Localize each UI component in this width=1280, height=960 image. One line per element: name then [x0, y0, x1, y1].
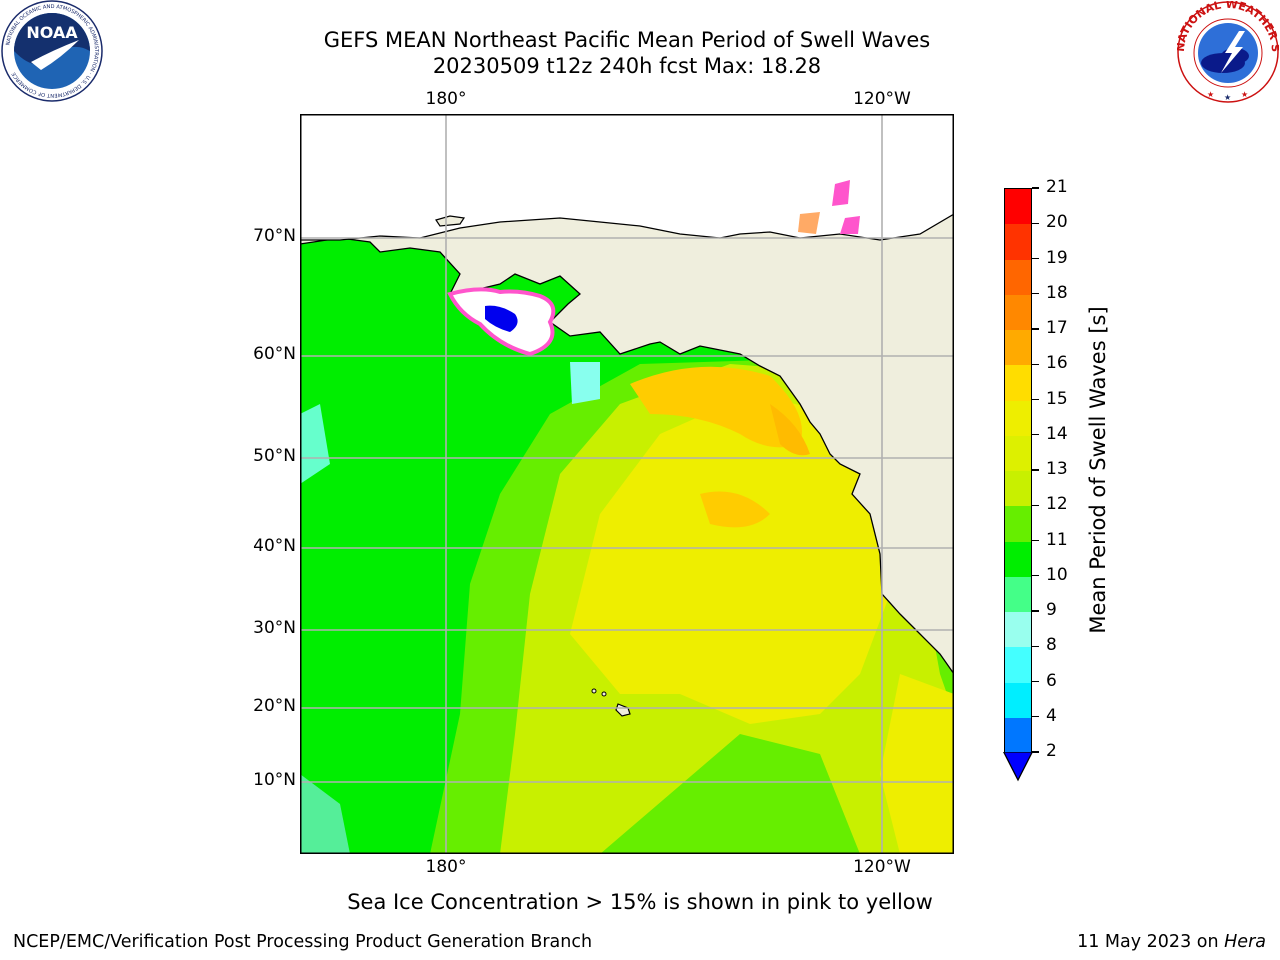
- colorbar-level: [1005, 189, 1031, 225]
- colorbar-tick-mark: [1032, 610, 1039, 612]
- colorbar-tick-mark: [1032, 680, 1039, 683]
- colorbar-tick-mark: [1032, 504, 1039, 506]
- colorbar-tick-label: 10: [1046, 564, 1068, 585]
- colorbar-tick-mark: [1032, 363, 1039, 365]
- colorbar-tick-label: 19: [1046, 247, 1068, 268]
- colorbar-tick-mark: [1032, 257, 1039, 260]
- colorbar-level: [1005, 224, 1031, 260]
- colorbar-level: [1005, 259, 1031, 296]
- swell-zone-yellow-se: [880, 674, 954, 854]
- footer-host: Hera: [1224, 932, 1266, 952]
- colorbar-level: [1005, 294, 1031, 331]
- colorbar-title: Mean Period of Swell Waves [s]: [1086, 306, 1110, 634]
- arctic-ocean: [300, 114, 954, 241]
- colorbar-tick-mark: [1032, 716, 1039, 718]
- colorbar-tick-label: 14: [1046, 423, 1068, 444]
- colorbar-level: [1005, 612, 1031, 648]
- footer-date: 11 May 2023 on Hera: [1077, 932, 1266, 952]
- map-subtitle: 20230509 t12z 240h fcst Max: 18.28: [432, 54, 822, 78]
- sea-ice-core: [485, 305, 518, 332]
- noaa-logo-text: NOAA: [26, 23, 78, 42]
- svg-text:★: ★: [1241, 90, 1248, 99]
- colorbar-tick-mark: [1032, 328, 1039, 330]
- lat-label-20n: 20°N: [253, 696, 296, 716]
- colorbar-tick-label: 21: [1046, 177, 1068, 197]
- colorbar-tick-label: 6: [1046, 670, 1057, 691]
- colorbar-tick-mark: [1032, 539, 1039, 542]
- map-frame: [300, 114, 954, 854]
- colorbar-tick-mark: [1032, 645, 1039, 647]
- footer-date-text: 11 May 2023 on: [1077, 932, 1225, 952]
- colorbar-tick-label: 13: [1046, 459, 1068, 479]
- sea-ice-note: Sea Ice Concentration > 15% is shown in …: [347, 890, 933, 914]
- colorbar-tick-label: 20: [1046, 212, 1068, 233]
- lon-label-bottom-180: 180°: [425, 857, 467, 877]
- footer-credit: NCEP/EMC/Verification Post Processing Pr…: [13, 932, 593, 952]
- colorbar-tick-mark: [1032, 222, 1039, 224]
- lon-label-top-120w: 120°W: [853, 89, 911, 109]
- colorbar-level: [1005, 365, 1031, 401]
- colorbar-tick-mark: [1032, 187, 1039, 189]
- map-panel: [300, 114, 954, 854]
- swell-zone-orange: [630, 366, 802, 448]
- map-title: GEFS MEAN Northeast Pacific Mean Period …: [323, 28, 931, 52]
- lon-label-top-180: 180°: [425, 89, 467, 109]
- colorbar-tick-label: 4: [1046, 705, 1057, 726]
- colorbar-level: [1005, 471, 1031, 507]
- colorbar-tick-label: 18: [1046, 282, 1068, 303]
- sea-ice-arctic-2: [798, 212, 820, 234]
- nws-logo: NATIONAL WEATHER SERVICE ★ ★ ★: [1173, 0, 1280, 103]
- colorbar-tick-label: 15: [1046, 388, 1068, 409]
- land-hawaii-small-2: [591, 688, 597, 694]
- swell-zone-cyan-west: [300, 404, 330, 484]
- svg-text:★: ★: [1224, 93, 1231, 102]
- noaa-logo: NATIONAL OCEANIC AND ATMOSPHERIC ADMINIS…: [1, 0, 103, 102]
- colorbar-level: [1005, 682, 1031, 719]
- colorbar-level: [1005, 330, 1031, 366]
- colorbar-tick-mark: [1032, 434, 1039, 436]
- sea-ice-arctic-1: [832, 180, 850, 206]
- colorbar: [1004, 188, 1032, 754]
- colorbar-tick-mark: [1032, 293, 1039, 295]
- swell-zone-orange-3: [700, 491, 770, 528]
- colorbar-level: [1005, 576, 1031, 613]
- colorbar-tick-mark: [1032, 575, 1039, 577]
- colorbar-tick-label: 9: [1046, 600, 1057, 620]
- sea-ice-arctic-3: [840, 216, 860, 234]
- colorbar-level: [1005, 647, 1031, 683]
- colorbar-extend-triangle: [1002, 751, 1034, 786]
- colorbar-tick-label: 2: [1046, 741, 1057, 761]
- colorbar-tick-mark: [1032, 469, 1039, 471]
- lat-label-70n: 70°N: [253, 226, 296, 246]
- colorbar-level: [1005, 506, 1031, 542]
- colorbar-tick-label: 11: [1046, 529, 1068, 550]
- lat-label-60n: 60°N: [253, 344, 296, 364]
- colorbar-tick-mark: [1032, 398, 1039, 401]
- swell-zone-cyan: [570, 362, 600, 404]
- colorbar-tick-label: 16: [1046, 353, 1068, 374]
- land-island-stlawrence: [435, 215, 466, 227]
- lat-label-40n: 40°N: [253, 536, 296, 556]
- colorbar-level: [1005, 435, 1031, 472]
- swell-zone-yellow: [570, 394, 890, 724]
- colorbar-tick-label: 17: [1046, 318, 1068, 338]
- map-gridlines: [300, 114, 954, 854]
- svg-text:★: ★: [1207, 90, 1214, 99]
- swell-zone-teal-sw: [300, 774, 350, 854]
- colorbar-tick-label: 12: [1046, 494, 1068, 515]
- colorbar-level: [1005, 541, 1031, 578]
- lon-label-bottom-120w: 120°W: [853, 857, 911, 877]
- swell-zone-orange-2: [770, 404, 810, 456]
- colorbar-tick-label: 8: [1046, 635, 1057, 656]
- lat-label-50n: 50°N: [253, 446, 296, 466]
- colorbar-tick-mark: [1032, 751, 1039, 753]
- lat-label-30n: 30°N: [253, 618, 296, 638]
- land-hawaii-small: [601, 691, 607, 697]
- lat-label-10n: 10°N: [253, 770, 296, 790]
- colorbar-level: [1005, 400, 1031, 437]
- colorbar-level: [1005, 717, 1031, 754]
- colorbar-ticks: 21 20 19 18 17 16 15 14 13 12 11 10 9 8 6 4 2: [1032, 177, 1092, 761]
